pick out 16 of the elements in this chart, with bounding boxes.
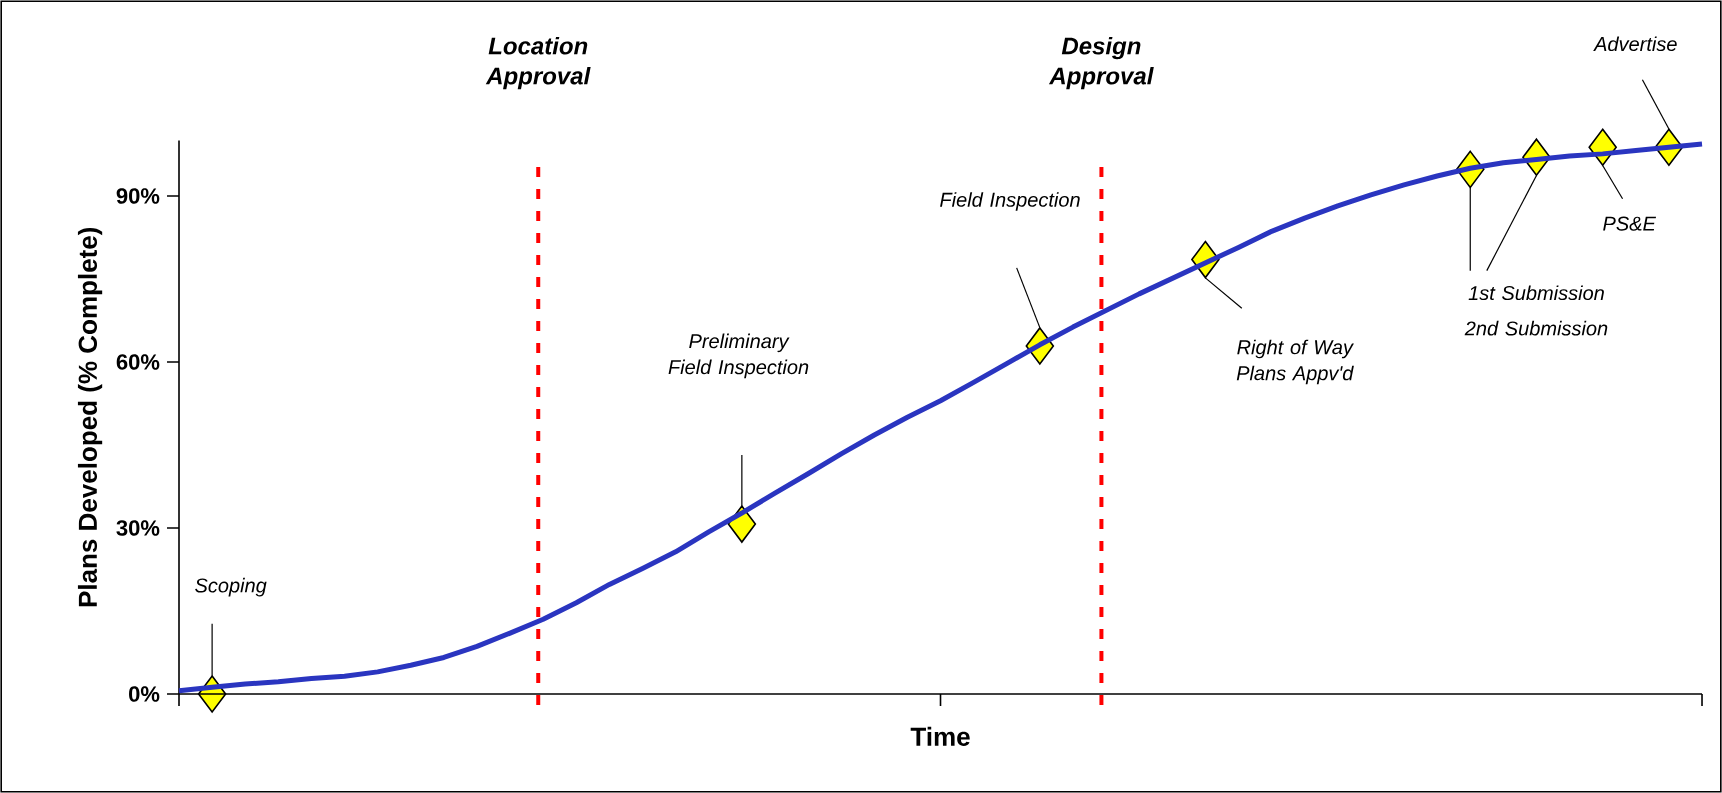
annotation: Preliminary Field Inspection [668,333,809,379]
y-tick-label: 90% [116,188,160,204]
text: Advertise [1593,36,1677,52]
y-axis-title: Plans Developed (% Complete) [77,227,103,607]
annotation: Right of Way Plans Appv'd [1236,339,1354,385]
y-tick-label: 60% [116,354,160,370]
text: Design Approval [1048,36,1154,90]
annotation: 2nd Submission [1464,320,1608,336]
annotation: PS&E [1603,216,1657,231]
y-tick-label: 0% [129,686,160,702]
annotation: Scoping [195,577,267,597]
annotation: 1st Submission [1468,285,1604,301]
annotation: Field Inspection [940,192,1080,211]
text: Location Approval [485,36,591,90]
x-axis-title: Time [910,726,970,746]
y-tick-label: 30% [116,520,160,536]
